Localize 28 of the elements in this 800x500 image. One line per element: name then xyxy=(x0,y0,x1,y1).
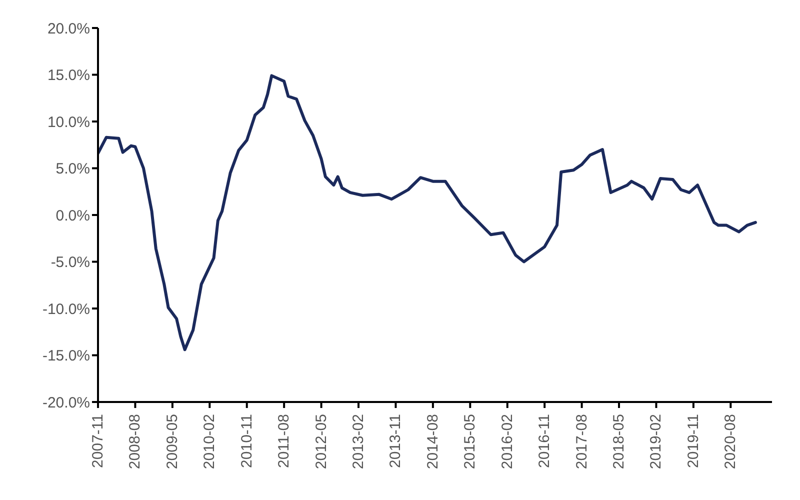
y-tick-label: 10.0% xyxy=(47,114,90,131)
x-tick-label: 2009-05 xyxy=(164,414,181,470)
x-tick-label: 2019-11 xyxy=(684,414,702,468)
x-tick-label: 2017-08 xyxy=(573,414,590,470)
x-tick-label: 2020-08 xyxy=(722,414,740,470)
x-tick-label: 2010-02 xyxy=(201,414,218,470)
y-tick-label: 5.0% xyxy=(56,160,90,178)
y-tick-label: -5.0% xyxy=(50,254,90,272)
y-tick-label: 15.0% xyxy=(47,67,90,84)
x-tick-label: 2018-05 xyxy=(610,414,628,470)
x-tick-label: 2015-05 xyxy=(462,414,479,470)
x-tick-label: 2008-08 xyxy=(126,414,144,470)
x-tick-label: 2014-08 xyxy=(424,414,442,470)
x-tick-label: 2010-11 xyxy=(238,414,256,468)
line-series xyxy=(98,74,757,352)
x-tick-label: 2016-11 xyxy=(536,414,554,468)
y-tick-label: -20.0% xyxy=(42,394,90,412)
x-tick-label: 2019-02 xyxy=(648,414,665,470)
y-tick-label: 20.0% xyxy=(47,20,90,38)
y-tick-label: -15.0% xyxy=(42,348,90,365)
x-tick-label: 2012-05 xyxy=(312,414,330,470)
y-tick-label: 0.0% xyxy=(56,207,90,224)
x-tick-label: 2013-11 xyxy=(387,414,404,468)
x-tick-label: 2013-02 xyxy=(350,414,368,470)
y-tick-label: -10.0% xyxy=(42,300,90,318)
x-tick-label: 2011-08 xyxy=(276,414,293,468)
x-tick-label: 2016-02 xyxy=(498,414,516,470)
x-tick-label: 2007-11 xyxy=(90,414,106,468)
